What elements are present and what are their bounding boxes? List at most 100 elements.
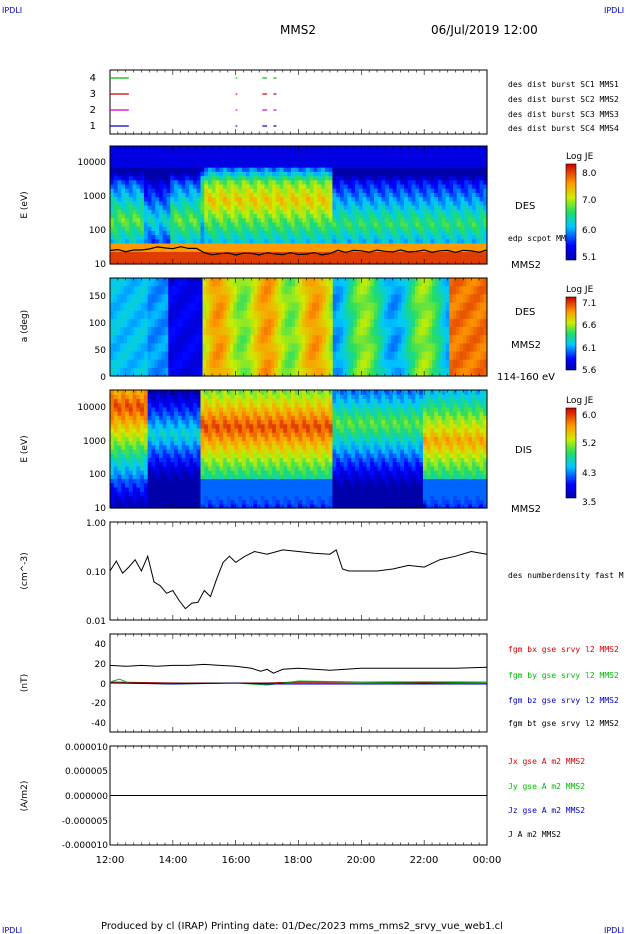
dis-spectrogram-cell [117, 415, 122, 421]
spectrogram-cell [200, 217, 205, 223]
pitch-cell [442, 278, 447, 287]
spectrogram-cell [392, 146, 398, 151]
spectrogram-cell [215, 175, 220, 181]
pitch-cell [260, 351, 265, 361]
dis-spectrogram-cell [155, 453, 160, 459]
spectrogram-cell [128, 167, 134, 172]
spectrogram-cell [373, 146, 379, 151]
pitch-cell [288, 327, 293, 336]
spectrogram-cell [264, 205, 269, 210]
spectrogram-cell [241, 158, 247, 164]
spectrogram-cell [215, 154, 220, 160]
spectrogram-cell [125, 183, 130, 189]
spectrogram-cell [110, 255, 115, 261]
dis-spectrogram-cell [170, 470, 175, 475]
spectrogram-cell [283, 171, 288, 177]
pitch-cell [264, 286, 269, 295]
spectrogram-cell [189, 179, 194, 185]
spectrogram-cell [355, 259, 360, 265]
pitch-cell [391, 327, 396, 336]
spectrogram-cell [392, 226, 398, 231]
dis-spectrogram-cell [136, 461, 141, 467]
pitch-cell [113, 310, 118, 320]
spectrogram-cell [117, 255, 122, 261]
spectrogram-cell [189, 217, 194, 223]
spectrogram-cell [143, 234, 149, 240]
dis-spectrogram-cell [128, 398, 134, 404]
spectrogram-cell [260, 259, 266, 265]
pitch-cell [452, 359, 457, 369]
spectrogram-cell [362, 255, 367, 261]
spectrogram-cell [151, 226, 156, 231]
spectrogram-cell [426, 259, 432, 265]
spectrogram-cell [208, 146, 213, 151]
spectrogram-cell [355, 171, 360, 177]
pitch-cell [301, 343, 306, 353]
spectrogram-cell [128, 209, 134, 215]
spectrogram-cell [215, 162, 220, 168]
spectrogram-cell [313, 179, 318, 185]
spectrogram-cell [272, 188, 277, 193]
spectrogram-cell [219, 234, 224, 240]
dis-spectrogram-cell [125, 474, 130, 480]
spectrogram-cell [419, 217, 424, 223]
spectrogram-cell [264, 247, 269, 252]
dis-spectrogram-cell [204, 449, 209, 454]
spectrogram-cell [385, 209, 390, 215]
pitch-cell [181, 318, 186, 328]
pitch-cell [257, 318, 262, 328]
spectrogram-cell [170, 242, 175, 248]
dis-spectrogram-cell [147, 415, 153, 421]
spectrogram-cell [313, 150, 318, 156]
spectrogram-cell [294, 217, 300, 223]
dis-spectrogram-cell [162, 406, 168, 412]
spectrogram-cell [430, 175, 435, 181]
dis-spectrogram-cell [177, 495, 183, 501]
spectrogram-cell [324, 242, 330, 248]
spectrogram-cell [287, 146, 292, 151]
pitch-cell [202, 302, 207, 312]
pitch-cell [353, 318, 358, 328]
spectrogram-cell [400, 183, 405, 189]
spectrogram-cell [343, 183, 349, 189]
spectrogram-cell [260, 167, 266, 172]
dis-spectrogram-cell [181, 453, 186, 459]
dis-spectrogram-cell [136, 478, 141, 484]
spectrogram-cell [419, 255, 424, 261]
pitch-cell [164, 278, 169, 287]
pitch-cell [113, 286, 118, 295]
spectrogram-cell [257, 230, 262, 236]
pitch-cell [216, 327, 221, 336]
dis-spectrogram-cell [196, 470, 202, 475]
spectrogram-cell [415, 146, 420, 151]
spectrogram-cell [415, 217, 420, 223]
pitch-cell [322, 343, 327, 353]
pitch-cell [127, 327, 132, 336]
spectrogram-cell [388, 209, 394, 215]
spectrogram-cell [381, 259, 386, 265]
spectrogram-cell [404, 158, 409, 164]
pitch-cell [216, 286, 221, 295]
pitch-cell [178, 335, 183, 344]
spectrogram-cell [110, 213, 115, 219]
spectrogram-cell [475, 196, 481, 202]
spectrogram-cell [185, 175, 190, 181]
spectrogram-cell [151, 179, 156, 185]
pitch-cell [449, 335, 454, 344]
spectrogram-cell [230, 209, 236, 215]
spectrogram-cell [257, 234, 262, 240]
pitch-cell [284, 310, 289, 320]
spectrogram-cell [230, 162, 236, 168]
pitch-cell [199, 351, 204, 361]
dis-spectrogram-cell [159, 436, 164, 442]
pitch-cell [411, 302, 416, 312]
pitch-cell [452, 327, 457, 336]
pitch-cell [356, 310, 361, 320]
pitch-cell [110, 302, 115, 312]
pitch-cell [459, 278, 464, 287]
pitch-cell [411, 278, 416, 287]
pitch-cell [363, 318, 368, 328]
spectrogram-cell [162, 230, 168, 236]
dis-spectrogram-cell [208, 453, 213, 459]
pitch-cell [418, 367, 423, 377]
